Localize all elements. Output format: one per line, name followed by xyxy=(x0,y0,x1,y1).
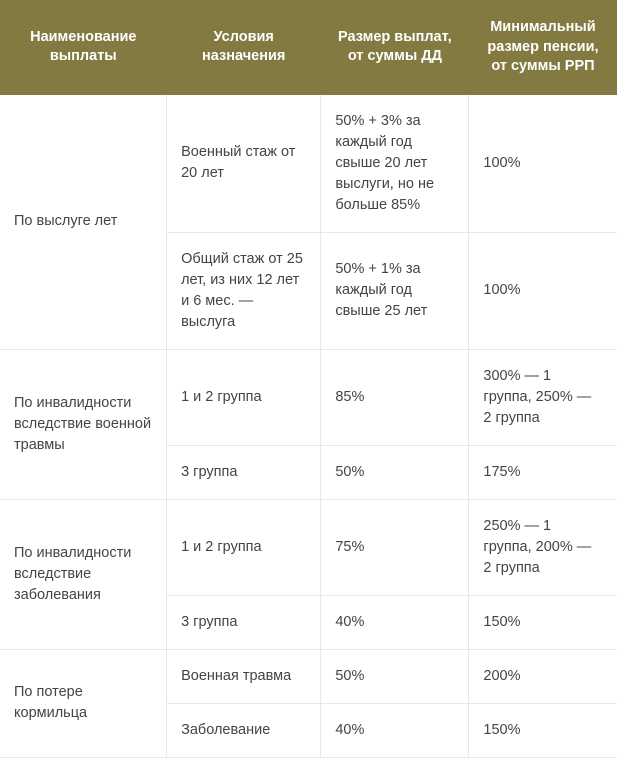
cell-group-name: По инвалидности вследствие заболевания xyxy=(0,499,167,649)
table-body: По выслуге лет Военный стаж от 20 лет 50… xyxy=(0,95,617,758)
table-row: По инвалидности вследствие заболевания 1… xyxy=(0,499,617,595)
cell-group-name: По потере кормильца xyxy=(0,649,167,757)
cell-min: 150% xyxy=(469,595,617,649)
cell-size: 50% xyxy=(321,649,469,703)
cell-min: 250% — 1 группа, 200% — 2 группа xyxy=(469,499,617,595)
cell-condition: 3 группа xyxy=(167,595,321,649)
cell-min: 200% xyxy=(469,649,617,703)
col-header-min: Минимальный размер пенсии, от суммы РРП xyxy=(469,0,617,95)
table-header-row: Наименование выплаты Условия назначения … xyxy=(0,0,617,95)
cell-size: 50% + 1% за каждый год свыше 25 лет xyxy=(321,232,469,349)
cell-min: 300% — 1 группа, 250% — 2 группа xyxy=(469,349,617,445)
cell-min: 175% xyxy=(469,445,617,499)
cell-size: 40% xyxy=(321,595,469,649)
cell-group-name: По инвалидности вследствие военной травм… xyxy=(0,349,167,499)
cell-condition: Заболевание xyxy=(167,703,321,757)
table-row: По потере кормильца Военная травма 50% 2… xyxy=(0,649,617,703)
cell-min: 100% xyxy=(469,232,617,349)
table-row: По инвалидности вследствие военной травм… xyxy=(0,349,617,445)
col-header-conditions: Условия назначения xyxy=(167,0,321,95)
pension-table: Наименование выплаты Условия назначения … xyxy=(0,0,617,758)
cell-condition: 1 и 2 группа xyxy=(167,349,321,445)
cell-group-name: По выслуге лет xyxy=(0,95,167,350)
cell-size: 85% xyxy=(321,349,469,445)
cell-size: 75% xyxy=(321,499,469,595)
cell-size: 40% xyxy=(321,703,469,757)
cell-min: 150% xyxy=(469,703,617,757)
cell-size: 50% xyxy=(321,445,469,499)
col-header-size: Размер выплат, от суммы ДД xyxy=(321,0,469,95)
cell-condition: 3 группа xyxy=(167,445,321,499)
table-row: По выслуге лет Военный стаж от 20 лет 50… xyxy=(0,95,617,233)
col-header-name: Наименование выплаты xyxy=(0,0,167,95)
cell-size: 50% + 3% за каждый год свыше 20 лет высл… xyxy=(321,95,469,233)
cell-condition: Общий стаж от 25 лет, из них 12 лет и 6 … xyxy=(167,232,321,349)
cell-min: 100% xyxy=(469,95,617,233)
cell-condition: Военный стаж от 20 лет xyxy=(167,95,321,233)
cell-condition: Военная травма xyxy=(167,649,321,703)
cell-condition: 1 и 2 группа xyxy=(167,499,321,595)
